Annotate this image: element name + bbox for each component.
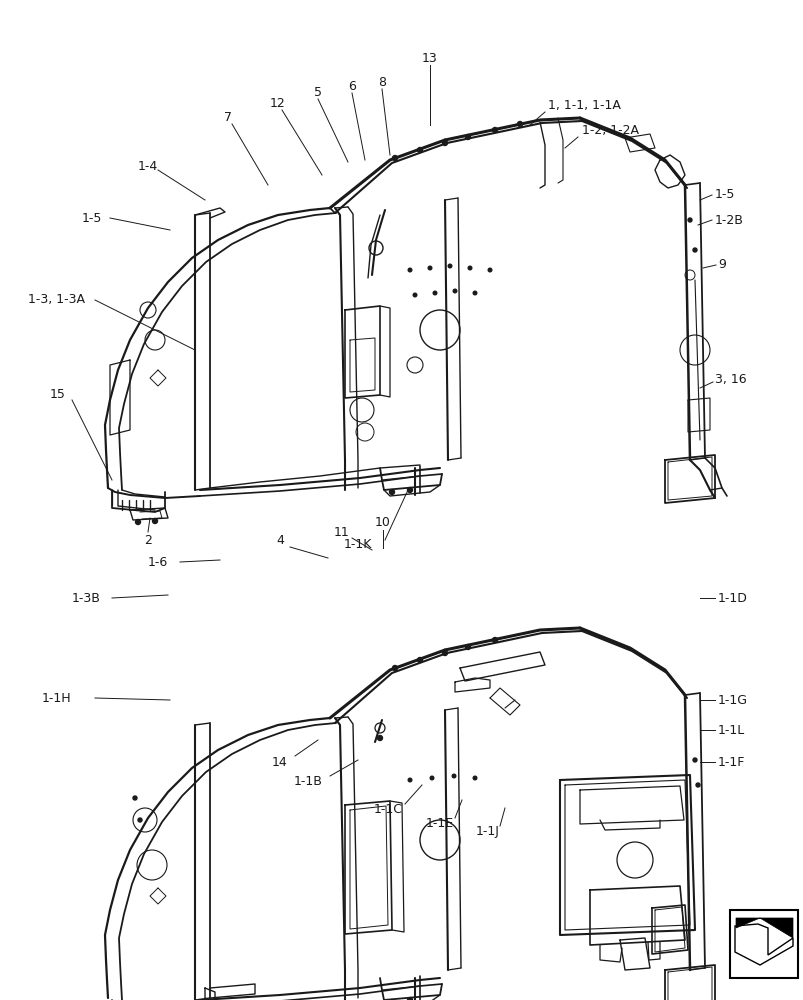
Circle shape [492, 638, 497, 643]
Circle shape [413, 293, 416, 297]
Circle shape [430, 776, 434, 780]
Circle shape [136, 520, 141, 524]
Circle shape [487, 268, 491, 272]
Text: 10: 10 [374, 516, 390, 530]
Circle shape [442, 650, 447, 656]
Circle shape [692, 758, 696, 762]
Text: 1-3, 1-3A: 1-3, 1-3A [28, 294, 85, 306]
Circle shape [389, 489, 394, 494]
Circle shape [153, 518, 157, 524]
Circle shape [407, 997, 412, 1000]
Text: 1-4: 1-4 [137, 160, 158, 173]
Text: 11: 11 [334, 526, 349, 538]
Text: 3, 16: 3, 16 [714, 373, 746, 386]
Circle shape [465, 645, 470, 650]
Circle shape [433, 291, 436, 295]
Text: 1-1H: 1-1H [42, 692, 71, 704]
Circle shape [467, 266, 471, 270]
Text: 5: 5 [314, 86, 321, 99]
Circle shape [692, 248, 696, 252]
Text: 4: 4 [275, 534, 283, 548]
Circle shape [442, 141, 447, 146]
Circle shape [408, 778, 411, 782]
Text: 1-6: 1-6 [148, 556, 168, 568]
Circle shape [517, 122, 522, 127]
Circle shape [417, 148, 422, 153]
Text: 1-1C: 1-1C [373, 803, 402, 816]
Text: 6: 6 [348, 80, 356, 93]
Circle shape [687, 218, 691, 222]
Text: 14: 14 [271, 756, 287, 768]
Bar [729, 910, 797, 978]
Text: 2: 2 [144, 534, 152, 546]
Text: 1-1J: 1-1J [475, 825, 499, 838]
Text: 1-1L: 1-1L [717, 724, 744, 736]
Circle shape [407, 488, 412, 492]
Circle shape [492, 128, 497, 133]
Text: 1-2, 1-2A: 1-2, 1-2A [581, 124, 638, 137]
Circle shape [451, 774, 455, 778]
Text: 7: 7 [224, 111, 232, 124]
Circle shape [138, 818, 142, 822]
Circle shape [695, 783, 699, 787]
Circle shape [465, 135, 470, 140]
Circle shape [132, 796, 137, 800]
Text: 1-3B: 1-3B [72, 591, 100, 604]
Text: 1-1E: 1-1E [426, 817, 454, 830]
Text: 1-5: 1-5 [82, 212, 102, 225]
Text: 9: 9 [717, 258, 725, 271]
Circle shape [473, 291, 476, 295]
Circle shape [392, 156, 397, 161]
Text: 1, 1-1, 1-1A: 1, 1-1, 1-1A [548, 99, 620, 112]
Text: 8: 8 [377, 76, 385, 89]
Text: 1-1K: 1-1K [344, 538, 372, 552]
Polygon shape [734, 924, 792, 965]
Circle shape [408, 268, 411, 272]
Text: 13: 13 [422, 52, 438, 65]
Circle shape [417, 658, 422, 662]
Circle shape [392, 666, 397, 670]
Text: 1-2B: 1-2B [714, 214, 743, 227]
Circle shape [428, 266, 431, 270]
Polygon shape [735, 918, 792, 938]
Text: 1-1F: 1-1F [717, 756, 744, 768]
Text: 1-1B: 1-1B [293, 775, 322, 788]
Circle shape [447, 264, 451, 268]
Text: 1-1D: 1-1D [717, 591, 747, 604]
Text: 1-5: 1-5 [714, 188, 735, 202]
Circle shape [473, 776, 476, 780]
Circle shape [377, 736, 382, 740]
Circle shape [453, 289, 456, 293]
Text: 1-1G: 1-1G [717, 694, 747, 706]
Text: 15: 15 [50, 388, 66, 401]
Text: 12: 12 [270, 97, 286, 110]
